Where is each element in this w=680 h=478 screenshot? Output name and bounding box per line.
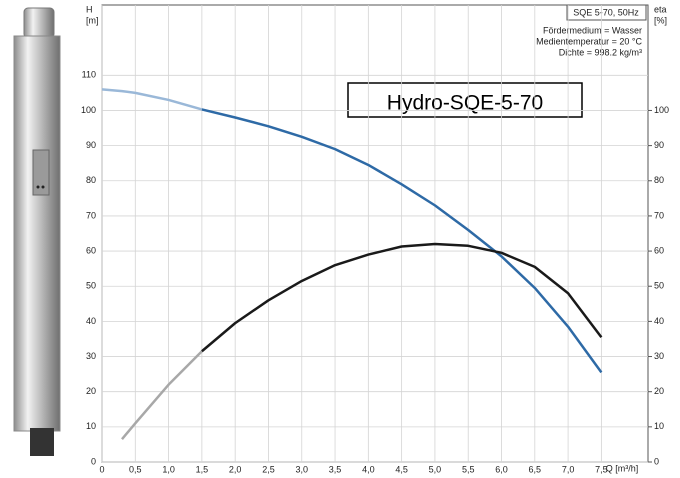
title-box (347, 82, 583, 118)
x-tick-label: 6,0 (495, 464, 508, 474)
y-tick-label: 0 (91, 456, 96, 466)
y2-tick-label: 90 (654, 140, 664, 150)
x-tick-label: 0 (99, 464, 104, 474)
info-line: Medientemperatur = 20 °C (536, 36, 642, 46)
y-tick-label: 10 (86, 421, 96, 431)
y2-axis-label: eta (654, 4, 667, 14)
y-tick-label: 100 (81, 105, 96, 115)
y-tick-label: 80 (86, 175, 96, 185)
y-tick-label: 110 (82, 70, 96, 80)
model-box (566, 4, 647, 21)
x-tick-label: 2,5 (262, 464, 275, 474)
y2-tick-label: 60 (654, 245, 664, 255)
chart-title: Hydro-SQE-5-70 (387, 92, 543, 115)
x-tick-label: 4,5 (395, 464, 408, 474)
x-axis-label: Q [m³/h] (606, 463, 639, 473)
y-axis-label: H (86, 4, 93, 14)
x-tick-label: 1,0 (162, 464, 175, 474)
y2-tick-label: 80 (654, 175, 664, 185)
y2-axis-unit: [%] (654, 15, 667, 25)
plot-frame (101, 4, 649, 463)
x-tick-label: 0,5 (129, 464, 142, 474)
x-tick-label: 5,0 (429, 464, 442, 474)
y-tick-label: 30 (86, 351, 96, 361)
y2-tick-label: 70 (654, 210, 664, 220)
y2-tick-label: 20 (654, 386, 664, 396)
curve (101, 88, 203, 111)
x-tick-label: 3,5 (329, 464, 342, 474)
y-tick-label: 90 (86, 140, 96, 150)
info-line: Fördermedium = Wasser (543, 25, 642, 35)
y2-tick-label: 40 (654, 316, 664, 326)
x-tick-label: 7,0 (562, 464, 575, 474)
curve (201, 242, 603, 353)
x-tick-label: 7,5 (595, 464, 608, 474)
y2-tick-label: 30 (654, 351, 664, 361)
y-tick-label: 40 (86, 316, 96, 326)
y2-tick-label: 50 (654, 281, 664, 291)
y-tick-label: 50 (86, 281, 96, 291)
y-axis-unit: [m] (86, 15, 99, 25)
pump-image (13, 7, 61, 456)
info-line: Dichte = 998.2 kg/m³ (559, 47, 642, 57)
curve (121, 350, 203, 440)
y-tick-label: 60 (86, 245, 96, 255)
x-tick-label: 4,0 (362, 464, 375, 474)
y2-tick-label: 10 (654, 421, 664, 431)
curve (201, 108, 603, 374)
x-tick-label: 5,5 (462, 464, 475, 474)
y-tick-label: 70 (86, 210, 96, 220)
x-tick-label: 3,0 (295, 464, 308, 474)
model-label: SQE 5-70, 50Hz (573, 7, 639, 17)
y2-tick-label: 0 (654, 456, 659, 466)
x-tick-label: 1,5 (196, 464, 209, 474)
y2-tick-label: 100 (654, 105, 669, 115)
x-tick-label: 6,5 (529, 464, 542, 474)
x-tick-label: 2,0 (229, 464, 242, 474)
y-tick-label: 20 (86, 386, 96, 396)
